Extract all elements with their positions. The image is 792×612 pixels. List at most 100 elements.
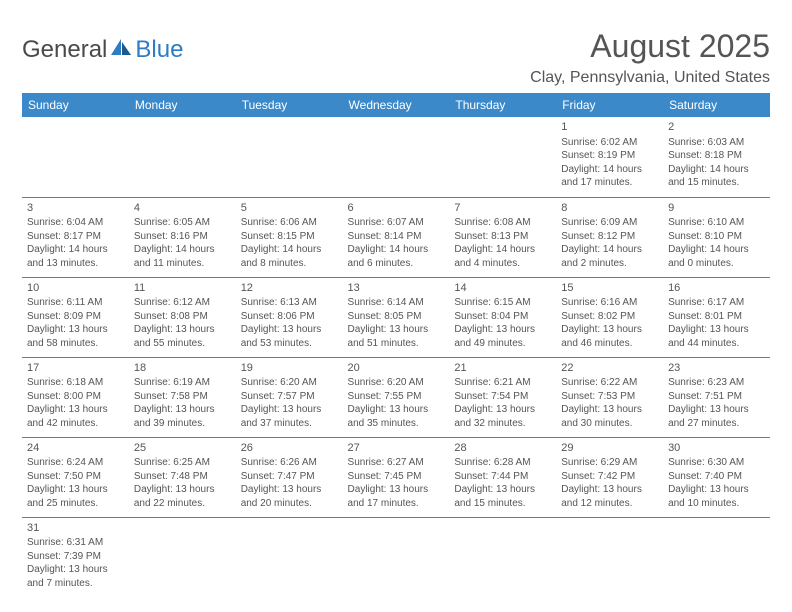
sunset-line: Sunset: 8:18 PM: [668, 149, 765, 163]
sunset-line: Sunset: 7:39 PM: [27, 550, 124, 564]
sunset-line: Sunset: 8:15 PM: [241, 230, 338, 244]
day-number: 14: [454, 281, 551, 296]
calendar-day-cell: 28Sunrise: 6:28 AMSunset: 7:44 PMDayligh…: [449, 437, 556, 517]
calendar-day-cell: 3Sunrise: 6:04 AMSunset: 8:17 PMDaylight…: [22, 197, 129, 277]
daylight-line: Daylight: 13 hours and 42 minutes.: [27, 403, 124, 430]
sunrise-line: Sunrise: 6:24 AM: [27, 456, 124, 470]
day-header: Monday: [129, 93, 236, 117]
sunrise-line: Sunrise: 6:20 AM: [348, 376, 445, 390]
logo: General Blue: [22, 36, 183, 64]
daylight-line: Daylight: 14 hours and 2 minutes.: [561, 243, 658, 270]
calendar-day-cell: 27Sunrise: 6:27 AMSunset: 7:45 PMDayligh…: [343, 437, 450, 517]
sunrise-line: Sunrise: 6:02 AM: [561, 136, 658, 150]
sunset-line: Sunset: 7:50 PM: [27, 470, 124, 484]
daylight-line: Daylight: 14 hours and 8 minutes.: [241, 243, 338, 270]
daylight-line: Daylight: 13 hours and 22 minutes.: [134, 483, 231, 510]
calendar-day-cell: [22, 117, 129, 197]
sunrise-line: Sunrise: 6:30 AM: [668, 456, 765, 470]
daylight-line: Daylight: 13 hours and 25 minutes.: [27, 483, 124, 510]
day-number: 20: [348, 361, 445, 376]
day-number: 28: [454, 441, 551, 456]
calendar-day-cell: 8Sunrise: 6:09 AMSunset: 8:12 PMDaylight…: [556, 197, 663, 277]
sail-icon: [109, 36, 133, 64]
day-header: Saturday: [663, 93, 770, 117]
calendar-day-cell: 26Sunrise: 6:26 AMSunset: 7:47 PMDayligh…: [236, 437, 343, 517]
day-header: Wednesday: [343, 93, 450, 117]
sunrise-line: Sunrise: 6:20 AM: [241, 376, 338, 390]
sunset-line: Sunset: 8:19 PM: [561, 149, 658, 163]
calendar-day-cell: 13Sunrise: 6:14 AMSunset: 8:05 PMDayligh…: [343, 277, 450, 357]
sunrise-line: Sunrise: 6:06 AM: [241, 216, 338, 230]
daylight-line: Daylight: 13 hours and 37 minutes.: [241, 403, 338, 430]
day-number: 5: [241, 201, 338, 216]
calendar-day-cell: 17Sunrise: 6:18 AMSunset: 8:00 PMDayligh…: [22, 357, 129, 437]
daylight-line: Daylight: 13 hours and 53 minutes.: [241, 323, 338, 350]
sunrise-line: Sunrise: 6:17 AM: [668, 296, 765, 310]
day-number: 27: [348, 441, 445, 456]
sunset-line: Sunset: 8:04 PM: [454, 310, 551, 324]
header: General Blue August 2025 Clay, Pennsylva…: [22, 28, 770, 87]
day-header: Friday: [556, 93, 663, 117]
page-subtitle: Clay, Pennsylvania, United States: [530, 69, 770, 87]
day-number: 16: [668, 281, 765, 296]
calendar-table: SundayMondayTuesdayWednesdayThursdayFrid…: [22, 93, 770, 597]
day-number: 21: [454, 361, 551, 376]
day-number: 15: [561, 281, 658, 296]
sunrise-line: Sunrise: 6:23 AM: [668, 376, 765, 390]
logo-text-part2: Blue: [135, 36, 183, 64]
calendar-week-row: 3Sunrise: 6:04 AMSunset: 8:17 PMDaylight…: [22, 197, 770, 277]
sunrise-line: Sunrise: 6:22 AM: [561, 376, 658, 390]
sunset-line: Sunset: 7:45 PM: [348, 470, 445, 484]
sunset-line: Sunset: 7:54 PM: [454, 390, 551, 404]
day-number: 25: [134, 441, 231, 456]
daylight-line: Daylight: 13 hours and 20 minutes.: [241, 483, 338, 510]
daylight-line: Daylight: 13 hours and 27 minutes.: [668, 403, 765, 430]
daylight-line: Daylight: 14 hours and 11 minutes.: [134, 243, 231, 270]
calendar-week-row: 10Sunrise: 6:11 AMSunset: 8:09 PMDayligh…: [22, 277, 770, 357]
sunset-line: Sunset: 7:40 PM: [668, 470, 765, 484]
sunrise-line: Sunrise: 6:07 AM: [348, 216, 445, 230]
calendar-day-cell: 9Sunrise: 6:10 AMSunset: 8:10 PMDaylight…: [663, 197, 770, 277]
sunrise-line: Sunrise: 6:19 AM: [134, 376, 231, 390]
sunset-line: Sunset: 8:12 PM: [561, 230, 658, 244]
sunrise-line: Sunrise: 6:29 AM: [561, 456, 658, 470]
daylight-line: Daylight: 13 hours and 7 minutes.: [27, 563, 124, 590]
sunrise-line: Sunrise: 6:18 AM: [27, 376, 124, 390]
day-header: Tuesday: [236, 93, 343, 117]
sunset-line: Sunset: 7:53 PM: [561, 390, 658, 404]
sunset-line: Sunset: 7:47 PM: [241, 470, 338, 484]
day-number: 2: [668, 120, 765, 135]
calendar-day-cell: 18Sunrise: 6:19 AMSunset: 7:58 PMDayligh…: [129, 357, 236, 437]
calendar-day-cell: 29Sunrise: 6:29 AMSunset: 7:42 PMDayligh…: [556, 437, 663, 517]
calendar-day-cell: [343, 517, 450, 597]
day-number: 11: [134, 281, 231, 296]
daylight-line: Daylight: 14 hours and 6 minutes.: [348, 243, 445, 270]
calendar-day-cell: [129, 517, 236, 597]
sunrise-line: Sunrise: 6:04 AM: [27, 216, 124, 230]
sunset-line: Sunset: 8:01 PM: [668, 310, 765, 324]
calendar-day-cell: 7Sunrise: 6:08 AMSunset: 8:13 PMDaylight…: [449, 197, 556, 277]
daylight-line: Daylight: 13 hours and 32 minutes.: [454, 403, 551, 430]
sunset-line: Sunset: 7:58 PM: [134, 390, 231, 404]
sunrise-line: Sunrise: 6:15 AM: [454, 296, 551, 310]
day-number: 6: [348, 201, 445, 216]
day-header: Thursday: [449, 93, 556, 117]
day-number: 10: [27, 281, 124, 296]
calendar-day-cell: 4Sunrise: 6:05 AMSunset: 8:16 PMDaylight…: [129, 197, 236, 277]
sunrise-line: Sunrise: 6:08 AM: [454, 216, 551, 230]
day-number: 1: [561, 120, 658, 135]
daylight-line: Daylight: 13 hours and 46 minutes.: [561, 323, 658, 350]
sunrise-line: Sunrise: 6:09 AM: [561, 216, 658, 230]
sunset-line: Sunset: 8:08 PM: [134, 310, 231, 324]
calendar-day-cell: [236, 517, 343, 597]
sunset-line: Sunset: 8:10 PM: [668, 230, 765, 244]
calendar-day-cell: 11Sunrise: 6:12 AMSunset: 8:08 PMDayligh…: [129, 277, 236, 357]
calendar-day-cell: 19Sunrise: 6:20 AMSunset: 7:57 PMDayligh…: [236, 357, 343, 437]
day-number: 23: [668, 361, 765, 376]
sunset-line: Sunset: 7:44 PM: [454, 470, 551, 484]
sunset-line: Sunset: 8:00 PM: [27, 390, 124, 404]
sunset-line: Sunset: 7:57 PM: [241, 390, 338, 404]
calendar-day-cell: 21Sunrise: 6:21 AMSunset: 7:54 PMDayligh…: [449, 357, 556, 437]
daylight-line: Daylight: 13 hours and 44 minutes.: [668, 323, 765, 350]
day-number: 4: [134, 201, 231, 216]
